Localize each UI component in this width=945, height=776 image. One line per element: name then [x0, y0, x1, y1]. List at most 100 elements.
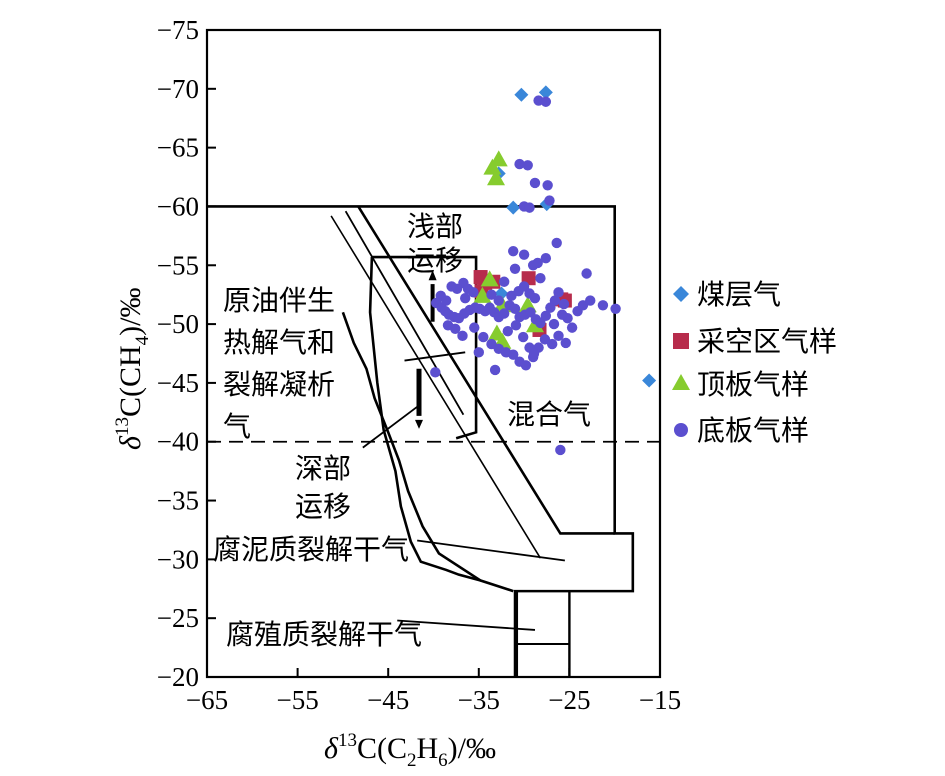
leader-oil-associated — [404, 351, 466, 362]
x-title-mid: H — [416, 732, 438, 765]
zone-label-deep: 深部 运移 — [295, 452, 351, 523]
leader-sapropelic — [417, 539, 565, 562]
roof-gas-point — [483, 158, 502, 175]
y-tick-label: −45 — [157, 368, 199, 398]
coal-seam-gas-point — [642, 373, 657, 388]
series-2 — [473, 150, 544, 349]
floor-gas-point — [535, 317, 546, 329]
floor-gas-point — [468, 287, 479, 298]
floor-gas-point — [460, 293, 471, 304]
legend-marker-floor-gas — [674, 423, 688, 437]
floor-gas-point — [510, 320, 522, 331]
genetic-zone-boundaries — [207, 205, 635, 677]
floor-gas-point — [553, 287, 564, 298]
floor-gas-point — [546, 338, 558, 350]
floor-gas-point — [527, 260, 539, 271]
floor-gas-point — [469, 322, 480, 333]
floor-gas-point — [450, 323, 461, 334]
zone-label-shallow: 浅部 运移 — [407, 210, 463, 277]
legend-label-goaf-gas: 采空区气样 — [697, 325, 837, 358]
floor-gas-point — [528, 348, 540, 359]
floor-gas-point — [522, 160, 533, 171]
floor-gas-point — [544, 195, 555, 206]
floor-gas-point — [540, 310, 552, 322]
floor-gas-point — [502, 325, 513, 337]
floor-gas-point — [535, 273, 546, 284]
zone-label-sapropelic: 腐泥质裂解干气 — [213, 533, 409, 566]
floor-gas-point — [585, 295, 596, 306]
floor-gas-point — [540, 96, 552, 107]
floor-gas-point — [509, 263, 521, 275]
x-axis-title: δ13C(C2H6)/‰ — [324, 730, 496, 771]
floor-gas-point — [610, 303, 621, 314]
x-tick-label: −25 — [548, 685, 590, 715]
y-tick-label: −70 — [157, 74, 199, 104]
x-tick-label: −35 — [458, 685, 500, 715]
x-tick-label: −65 — [186, 685, 228, 715]
legend: 煤层气 采空区气样 顶板气样 底板气样 — [672, 278, 837, 447]
floor-gas-point — [548, 318, 560, 330]
floor-gas-point — [524, 202, 535, 213]
deep-migration-arrow-head — [415, 419, 424, 429]
leader-humic — [397, 619, 536, 631]
y-tick-label: −65 — [157, 133, 199, 163]
legend-label-coal-seam-gas: 煤层气 — [697, 278, 781, 311]
floor-gas-point — [430, 367, 441, 378]
x-title-sub2: 6 — [438, 750, 448, 771]
x-title-sub1: 2 — [407, 750, 417, 771]
leader-deep-migration — [362, 403, 422, 449]
floor-gas-point — [508, 349, 519, 360]
series-3 — [430, 95, 621, 456]
mixed-gas-boundary — [207, 205, 635, 677]
zone-label-shallow-line1: 浅部 — [407, 210, 463, 243]
plot-border — [205, 28, 662, 679]
coal-seam-gas-point — [514, 87, 529, 102]
floor-gas-point — [486, 289, 497, 300]
floor-gas-point — [489, 364, 501, 376]
floor-gas-point — [518, 249, 530, 260]
sapropelic-dry-gas-boundary — [341, 311, 514, 593]
zone-label-deep-line1: 深部 — [295, 452, 351, 485]
floor-gas-point — [529, 293, 541, 304]
floor-gas-point — [498, 308, 510, 319]
coal-seam-gas-point — [506, 200, 521, 215]
floor-gas-point — [555, 444, 566, 456]
floor-gas-point — [560, 337, 571, 349]
x-title-main: C(C — [357, 732, 407, 765]
floor-gas-point — [451, 283, 463, 294]
legend-label-roof-gas: 顶板气样 — [697, 368, 809, 401]
floor-gas-point — [509, 303, 521, 314]
floor-gas-point — [440, 295, 452, 306]
floor-gas-point — [493, 295, 504, 306]
floor-gas-point — [517, 331, 529, 343]
x-title-suffix: )/‰ — [448, 732, 496, 765]
x-title-delta: δ — [324, 732, 339, 765]
floor-gas-point — [549, 295, 561, 306]
thin-diagonal-line — [330, 215, 542, 559]
floor-gas-point — [473, 347, 484, 358]
y-title-main: C(CH — [114, 345, 147, 417]
roof-gas-point — [480, 270, 499, 287]
floor-gas-point — [551, 237, 562, 249]
floor-gas-point — [566, 322, 578, 333]
zone-label-oil-line4: 气 — [223, 410, 251, 443]
zone-label-oil-line3: 裂解凝析 — [223, 368, 335, 401]
y-tick-label: −55 — [157, 250, 199, 280]
legend-label-floor-gas: 底板气样 — [697, 414, 809, 447]
floor-gas-point — [520, 360, 532, 371]
y-title-sup: 13 — [112, 417, 133, 436]
floor-gas-point — [581, 268, 592, 279]
floor-gas-point — [558, 298, 570, 310]
plot-frame — [205, 28, 662, 679]
zone-label-shallow-line2: 运移 — [407, 244, 463, 277]
legend-marker-roof-gas — [672, 374, 690, 390]
zone-label-mixed: 混合气 — [507, 398, 591, 431]
x-tick-label: −45 — [367, 685, 409, 715]
y-tick-label: −50 — [157, 309, 199, 339]
shallow-migration-arrow-head — [428, 270, 437, 281]
zone-label-humic: 腐殖质裂解干气 — [226, 618, 422, 651]
roof-gas-point — [473, 286, 492, 303]
y-tick-label: −75 — [157, 15, 199, 45]
floor-gas-point — [540, 253, 552, 264]
